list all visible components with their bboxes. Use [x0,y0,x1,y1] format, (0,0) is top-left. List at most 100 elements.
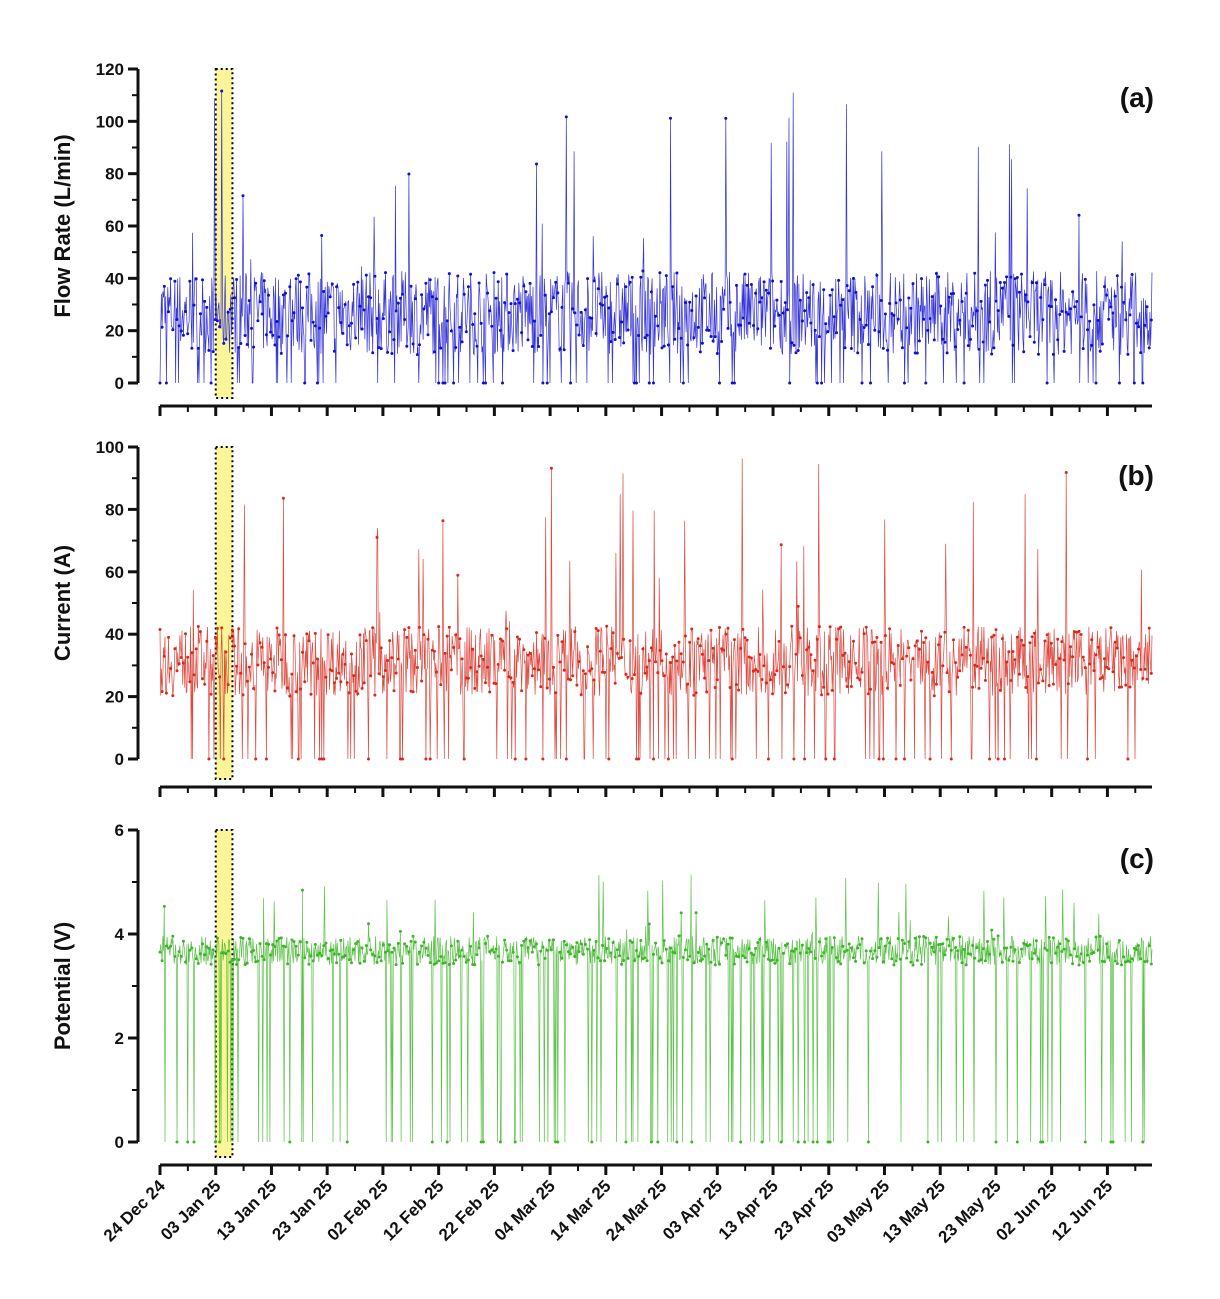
data-point [890,957,894,961]
data-point [862,961,866,965]
data-point [883,312,887,316]
data-point [1134,321,1138,325]
data-point [700,341,704,345]
data-point [726,326,730,330]
data-point [298,280,302,284]
data-point [167,635,170,639]
data-point [513,1140,517,1144]
data-point [418,950,421,954]
data-point [164,944,168,948]
data-point [213,1140,217,1144]
data-point [873,328,877,332]
data-point [858,318,862,321]
data-point [656,324,660,328]
data-point [754,291,758,295]
data-point [856,351,860,355]
data-point [1032,951,1036,955]
data-point [1083,1140,1087,1144]
data-point [301,888,304,892]
data-point [769,678,772,682]
data-point [777,639,781,643]
data-point [675,271,679,275]
data-point [877,757,881,761]
data-point [1126,352,1130,356]
data-point [158,628,162,631]
data-point [1130,957,1134,961]
data-point [420,293,424,297]
data-point [1145,959,1149,963]
data-point [900,346,904,350]
data-point [313,631,317,635]
data-point [647,922,651,926]
data-point [1049,961,1053,965]
data-point [1075,300,1079,303]
data-point [169,277,173,281]
data-point [486,291,490,295]
data-point [794,947,798,951]
data-point [205,639,209,643]
data-point [941,664,945,668]
data-point [1128,960,1132,964]
data-point [539,949,543,953]
data-point [305,632,309,636]
data-point [824,322,828,326]
data-point [1141,1140,1145,1144]
data-point [805,648,809,652]
data-point [962,948,966,951]
data-point [747,321,751,325]
data-point [762,664,766,668]
data-point [452,646,456,649]
data-point [447,625,451,629]
data-point [362,681,366,685]
data-point [1103,657,1106,661]
data-point [224,952,228,956]
data-point [426,637,430,641]
data-point [637,757,641,761]
data-point [318,757,321,761]
data-point [224,650,228,654]
series-line-potential [159,874,1153,1143]
data-point [173,647,177,651]
data-point [800,319,804,323]
data-point [990,928,994,932]
data-point [964,291,968,295]
data-point [386,350,390,354]
data-point [871,957,875,961]
data-point [888,627,892,631]
data-point [992,633,996,637]
data-point [343,662,347,666]
data-point [181,661,185,665]
data-point [475,344,479,348]
data-point [233,644,236,648]
data-point [575,683,579,687]
data-point [164,691,168,695]
data-point [332,952,336,956]
data-point [601,303,604,307]
data-point [1107,955,1111,959]
data-point [1071,655,1075,659]
data-point [900,657,904,661]
series-points-potential [158,888,1153,1144]
data-point [973,271,977,275]
data-point [1020,947,1023,951]
data-point [1147,346,1151,350]
data-point [1047,684,1051,687]
data-point [675,659,679,663]
data-point [1096,319,1100,322]
data-point [854,661,858,665]
data-point [494,296,498,300]
data-point [215,319,219,323]
data-point [781,311,785,315]
data-point [707,328,711,332]
data-point [1028,641,1032,645]
data-point [958,318,962,322]
data-point [660,346,664,350]
data-point [1126,757,1130,761]
data-point [271,671,275,675]
data-point [481,657,485,661]
data-point [407,172,411,176]
data-point [160,690,164,693]
data-point [666,343,670,347]
data-point [766,757,770,761]
data-point [407,950,411,954]
